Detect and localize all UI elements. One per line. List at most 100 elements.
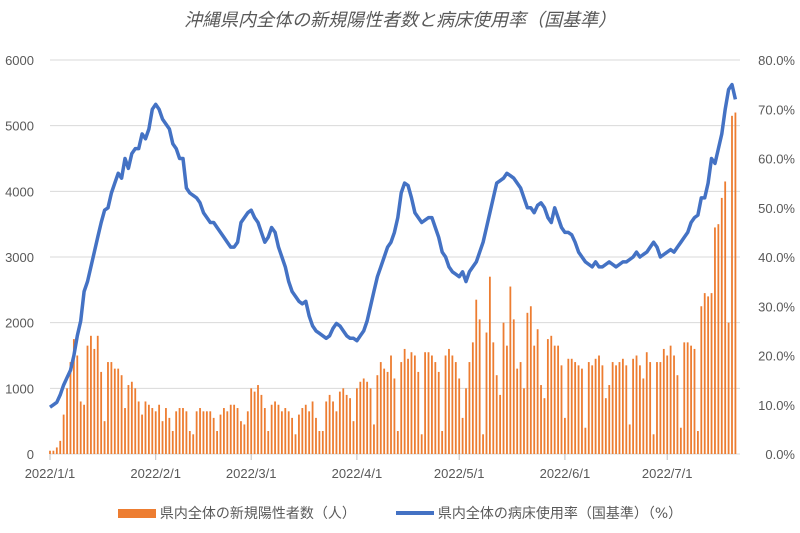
bar xyxy=(328,394,331,454)
bar xyxy=(533,345,536,454)
x-tick-label: 2022/3/1 xyxy=(226,466,277,481)
bar xyxy=(386,371,389,454)
bar xyxy=(103,421,106,454)
bar xyxy=(499,394,502,454)
bar xyxy=(233,404,236,454)
y-right-tick-label: 60.0% xyxy=(758,152,795,167)
bar xyxy=(69,362,72,454)
bar xyxy=(301,408,304,454)
y-right-tick-label: 80.0% xyxy=(758,53,795,68)
bar xyxy=(325,401,328,454)
bar xyxy=(332,401,334,454)
bar xyxy=(93,348,96,454)
legend-label: 県内全体の新規陽性者数（人） xyxy=(159,506,356,522)
bar xyxy=(437,371,440,454)
bar xyxy=(205,411,208,454)
bar xyxy=(594,358,597,454)
bar xyxy=(471,342,474,454)
bar xyxy=(376,375,379,454)
bar xyxy=(587,362,590,454)
bar xyxy=(700,306,703,454)
bar xyxy=(598,355,600,454)
bar xyxy=(564,417,566,454)
bar xyxy=(659,362,662,454)
bar xyxy=(175,411,178,454)
bar xyxy=(615,365,617,454)
bar xyxy=(731,115,733,455)
bar xyxy=(652,434,655,454)
bar xyxy=(703,293,706,454)
bar xyxy=(427,352,430,454)
bar xyxy=(240,421,242,454)
bar xyxy=(195,411,198,454)
bar xyxy=(151,408,154,454)
bar xyxy=(454,362,457,454)
bar xyxy=(693,348,696,454)
x-tick-label: 2022/7/1 xyxy=(642,466,693,481)
bar xyxy=(294,434,297,454)
bar xyxy=(420,434,423,454)
bar xyxy=(147,404,150,454)
bar xyxy=(639,365,641,454)
bar xyxy=(618,362,621,454)
bar xyxy=(649,362,652,454)
bar xyxy=(335,411,338,454)
bar xyxy=(403,348,406,454)
bar xyxy=(257,385,259,454)
bar xyxy=(253,391,256,454)
y-left-tick-label: 1000 xyxy=(5,381,34,396)
bar xyxy=(468,362,471,454)
bar xyxy=(318,431,321,454)
bar xyxy=(635,355,638,454)
bar xyxy=(492,342,495,454)
y-right-tick-label: 30.0% xyxy=(758,299,795,314)
y-left-tick-label: 0 xyxy=(27,447,34,462)
bar xyxy=(161,421,164,454)
x-tick-label: 2022/4/1 xyxy=(332,466,383,481)
bar xyxy=(628,424,631,454)
bar xyxy=(270,404,273,454)
x-tick-label: 2022/2/1 xyxy=(130,466,181,481)
bar xyxy=(475,299,478,454)
bar xyxy=(673,355,675,454)
bar xyxy=(604,398,607,454)
bar xyxy=(424,352,426,454)
bar xyxy=(393,378,396,454)
bar xyxy=(280,411,283,454)
y-left-tick-label: 4000 xyxy=(5,184,34,199)
bar xyxy=(441,431,444,454)
bar xyxy=(263,408,266,454)
bar xyxy=(434,362,437,454)
bar xyxy=(413,355,416,454)
x-tick-label: 2022/5/1 xyxy=(434,466,485,481)
bar xyxy=(717,224,720,454)
bar xyxy=(113,368,116,454)
bar xyxy=(284,408,287,454)
y-left-tick-label: 3000 xyxy=(5,250,34,265)
bar xyxy=(165,408,167,454)
bar xyxy=(209,411,212,454)
bar xyxy=(274,401,276,454)
bar xyxy=(369,388,372,454)
bar xyxy=(714,227,716,454)
bar xyxy=(625,365,628,454)
bar xyxy=(461,417,464,454)
legend-item-cases: 県内全体の新規陽性者数（人） xyxy=(117,503,356,523)
bar xyxy=(127,385,130,454)
bar xyxy=(66,388,68,454)
bar xyxy=(478,319,481,454)
bar xyxy=(621,358,624,454)
bar xyxy=(130,381,133,454)
bar xyxy=(495,375,498,454)
bar xyxy=(526,312,529,454)
y-right-tick-label: 40.0% xyxy=(758,250,795,265)
bar xyxy=(321,431,324,454)
bar xyxy=(727,322,730,454)
bar xyxy=(52,450,55,454)
bar xyxy=(560,365,563,454)
bar xyxy=(86,345,89,454)
bar xyxy=(168,417,171,454)
bar xyxy=(390,355,392,454)
